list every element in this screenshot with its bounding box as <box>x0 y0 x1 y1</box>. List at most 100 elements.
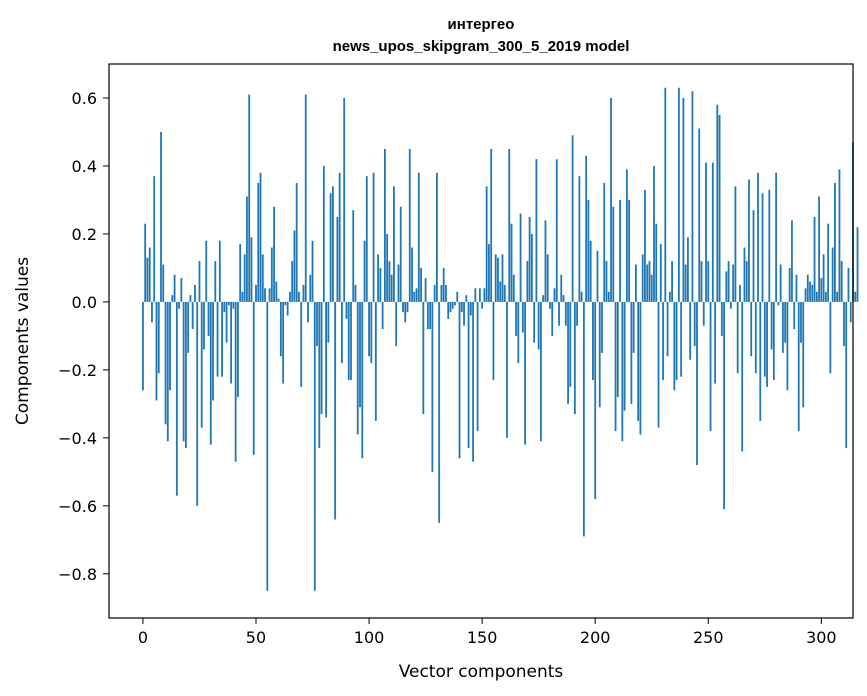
bar <box>845 301 848 449</box>
bar <box>745 261 748 302</box>
bar <box>739 284 741 302</box>
y-tick-label: −0.2 <box>58 361 97 380</box>
bar <box>784 301 787 343</box>
bar <box>637 301 640 421</box>
bar <box>551 301 554 336</box>
chart-title-line-1: интергео <box>448 16 515 33</box>
bar <box>146 257 149 302</box>
bar <box>646 264 649 302</box>
bar <box>571 135 574 302</box>
bar <box>182 301 185 442</box>
bar <box>214 261 217 302</box>
bar <box>151 301 153 323</box>
bar <box>802 301 805 408</box>
bar <box>232 301 235 309</box>
plot-frame <box>108 63 854 619</box>
bar <box>293 230 296 302</box>
bar <box>818 196 820 302</box>
bar <box>433 284 436 302</box>
bar <box>623 301 626 411</box>
bar <box>458 301 461 459</box>
bar <box>711 162 714 302</box>
bar <box>216 301 219 377</box>
bar <box>601 301 603 353</box>
bar <box>300 301 303 387</box>
bar <box>499 281 502 302</box>
bar <box>166 301 169 442</box>
bar <box>718 114 721 302</box>
bar <box>714 301 716 384</box>
bar <box>327 301 330 343</box>
bar <box>549 301 551 309</box>
bar <box>849 301 852 323</box>
bar <box>426 301 429 330</box>
bar <box>840 261 843 302</box>
bar <box>831 247 834 302</box>
bar <box>196 301 199 506</box>
bar <box>564 301 567 326</box>
bar <box>184 301 187 449</box>
y-axis-ticks: −0.8 −0.6 −0.4 −0.2 0.0 0.2 0.4 0.6 <box>58 89 109 584</box>
bar <box>422 301 425 415</box>
bar <box>521 301 524 333</box>
bar <box>365 176 368 302</box>
bar <box>725 271 728 302</box>
bar <box>530 233 533 302</box>
bar <box>399 206 402 302</box>
bar <box>266 301 269 591</box>
bar <box>594 301 597 500</box>
bar <box>198 261 201 302</box>
bar <box>619 199 621 302</box>
bar <box>467 301 470 449</box>
bar <box>406 301 409 313</box>
bar <box>750 301 753 357</box>
bar <box>307 301 309 323</box>
bar <box>687 237 689 302</box>
bar <box>277 298 280 302</box>
bar <box>187 301 190 353</box>
x-tick-label: 50 <box>246 628 266 647</box>
bar <box>573 301 576 415</box>
bar <box>800 301 802 343</box>
bar <box>413 291 416 302</box>
y-tick-label: 0.0 <box>72 293 97 312</box>
bar <box>397 264 400 302</box>
bar <box>449 301 452 313</box>
bar <box>777 301 780 306</box>
bar <box>451 301 454 309</box>
bar <box>677 87 680 302</box>
bar <box>641 254 644 302</box>
bar <box>528 216 531 302</box>
bar <box>766 301 768 387</box>
bar <box>476 301 479 432</box>
bar <box>341 301 343 364</box>
bar <box>205 240 208 302</box>
bar <box>343 97 346 302</box>
bar <box>515 301 517 336</box>
bar <box>671 261 673 302</box>
bar <box>259 172 262 302</box>
bar <box>445 284 447 302</box>
bar <box>732 264 735 302</box>
bar <box>336 216 339 302</box>
bar <box>526 261 529 302</box>
bar <box>248 94 251 302</box>
bar <box>824 291 827 302</box>
bar <box>691 91 694 302</box>
bar <box>723 301 726 510</box>
bar <box>822 254 825 302</box>
bar <box>524 301 526 445</box>
bar <box>203 301 205 350</box>
bar <box>806 274 809 302</box>
bar <box>569 301 572 387</box>
bar <box>752 210 755 302</box>
bar <box>469 301 472 316</box>
bar <box>465 295 468 302</box>
bar <box>689 301 692 360</box>
bar <box>535 159 538 302</box>
bar <box>709 301 712 432</box>
bar <box>856 227 859 302</box>
bar <box>779 264 782 302</box>
bar <box>334 301 337 520</box>
